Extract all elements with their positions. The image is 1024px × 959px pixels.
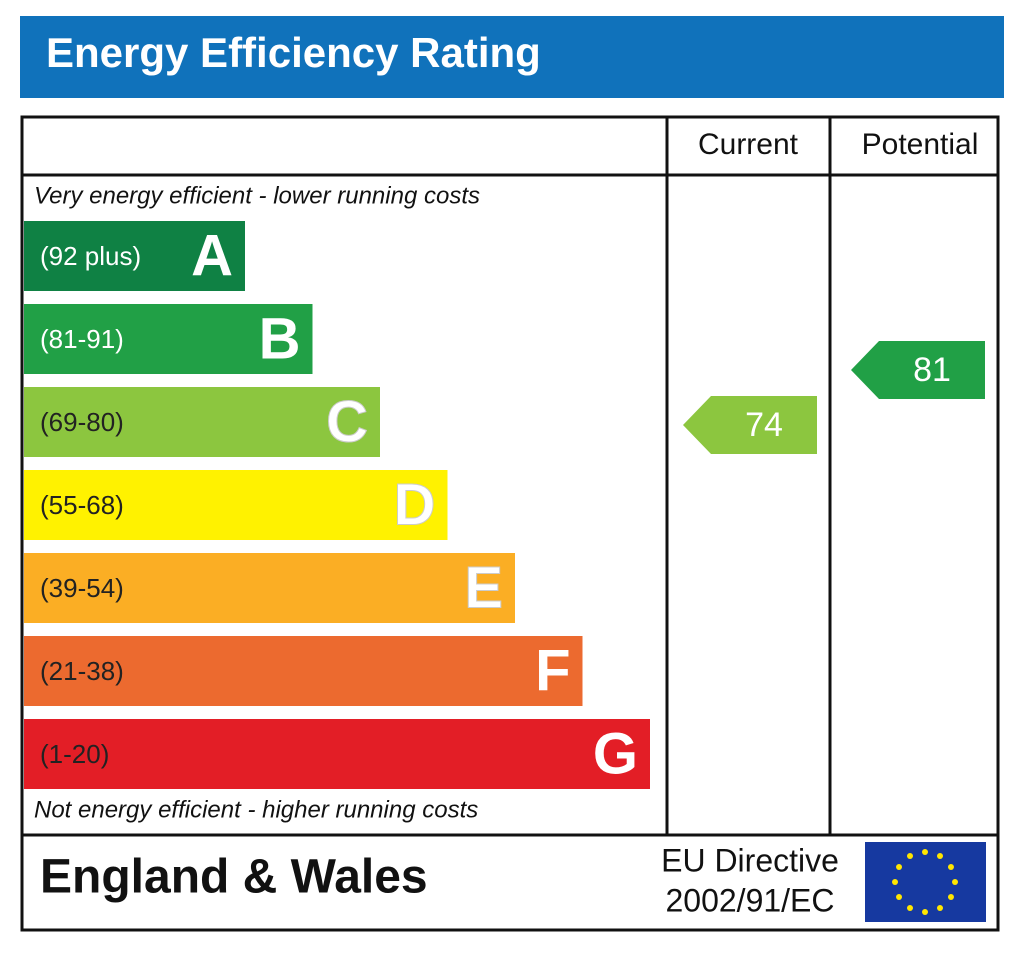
band <box>24 304 313 374</box>
band-range: (1-20) <box>40 739 109 769</box>
flag-star <box>952 879 958 885</box>
rating-arrow <box>683 395 817 454</box>
flag-star <box>937 853 943 860</box>
title-bar <box>20 16 1004 98</box>
band <box>24 387 380 457</box>
directive: 2002/91/EC <box>665 882 834 918</box>
band-letter: F <box>535 638 570 703</box>
band-range: (69-80) <box>40 407 124 437</box>
directive: EU Directive <box>661 842 839 878</box>
rating-arrow <box>851 340 985 399</box>
flag-star <box>947 894 954 900</box>
band <box>24 221 245 291</box>
flag-star <box>922 849 928 855</box>
band <box>24 470 448 540</box>
flag-star <box>896 894 903 900</box>
band-letter: D <box>394 472 436 537</box>
frame <box>20 115 1000 932</box>
bottom-note: Not energy efficient - higher running co… <box>34 796 478 823</box>
flag-star <box>907 904 913 911</box>
rating-value: 81 <box>913 351 951 389</box>
band-letter: C <box>326 389 368 454</box>
band-range: (39-54) <box>40 573 124 603</box>
flag-star <box>892 879 898 885</box>
band <box>24 719 650 789</box>
region: England & Wales <box>40 851 428 904</box>
flag-star <box>937 904 943 911</box>
rating-value: 74 <box>745 406 783 444</box>
band-letter: E <box>464 555 503 620</box>
band-letter: A <box>191 223 233 288</box>
flag-star <box>947 864 954 870</box>
band-range: (81-91) <box>40 324 124 354</box>
band-range: (21-38) <box>40 656 124 686</box>
band-range: (92 plus) <box>40 241 141 271</box>
band-range: (55-68) <box>40 490 124 520</box>
column-header: Potential <box>862 128 979 161</box>
flag-star <box>922 909 928 915</box>
flag-star <box>907 853 913 860</box>
band <box>24 636 583 706</box>
flag-star <box>896 864 903 870</box>
eu-flag <box>865 842 986 922</box>
band-letter: B <box>259 306 301 371</box>
flag-stars <box>892 849 958 915</box>
title: Energy Efficiency Rating <box>46 29 541 76</box>
column-header: Current <box>698 128 799 161</box>
flag-field <box>865 842 986 922</box>
top-note: Very energy efficient - lower running co… <box>34 182 480 209</box>
band-letter: G <box>593 721 638 786</box>
band <box>24 553 515 623</box>
